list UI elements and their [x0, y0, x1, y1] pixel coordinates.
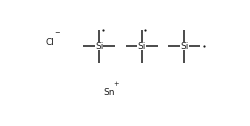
Text: Si: Si — [138, 42, 146, 51]
Text: −: − — [54, 30, 60, 36]
Text: Sn: Sn — [103, 88, 115, 97]
Text: +: + — [113, 81, 119, 87]
Text: Cl: Cl — [45, 38, 54, 47]
Text: Si: Si — [95, 42, 103, 51]
Text: Si: Si — [180, 42, 188, 51]
